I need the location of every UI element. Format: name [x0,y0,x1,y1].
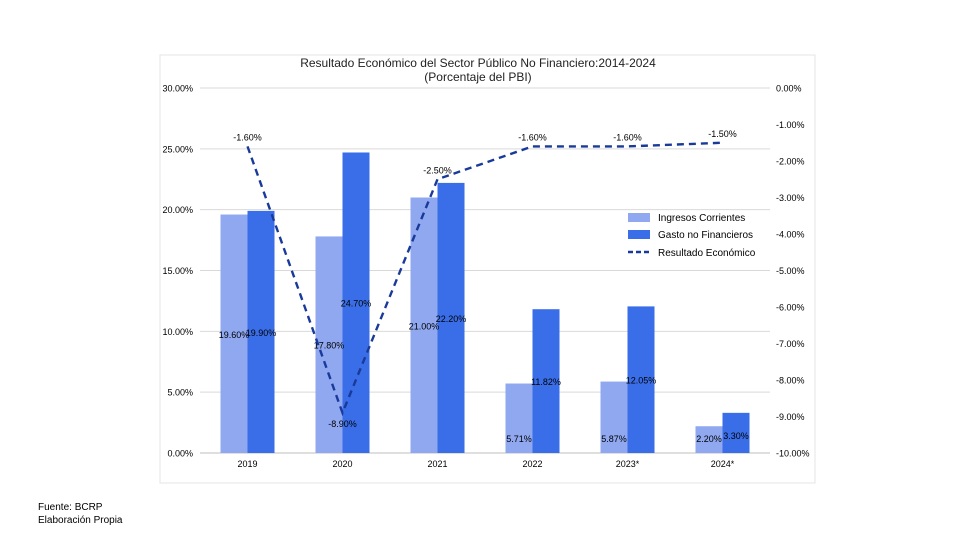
x-tick-label: 2020 [332,459,352,469]
data-label-ingresos: 5.71% [506,434,532,444]
legend-swatch-gasto [628,230,650,239]
y-right-tick-label: -1.00% [776,120,805,130]
y-left-tick-label: 15.00% [162,266,193,276]
y-right-tick-label: -10.00% [776,449,810,459]
legend-label-resultado: Resultado Económico [658,248,756,259]
source-note: Fuente: BCRP [38,502,103,513]
line-resultado-economico [246,141,723,417]
y-right-tick-label: -6.00% [776,303,805,313]
data-label-gasto: 11.82% [531,377,561,387]
x-tick-label: 2021 [427,459,447,469]
x-tick-label: 2022 [522,459,542,469]
data-label-ingresos: 5.87% [601,434,627,444]
data-label-resultado: -2.50% [423,165,452,175]
data-label-gasto: 12.05% [626,376,657,386]
data-label-resultado: -1.60% [518,132,547,142]
bar-gasto-no-financieros [627,306,655,453]
bar-ingresos-corrientes [315,236,343,453]
chart-subtitle: (Porcentaje del PBI) [424,70,531,84]
x-tick-label: 2019 [237,459,257,469]
data-label-ingresos: 17.80% [314,341,345,351]
bar-gasto-no-financieros [722,412,750,453]
y-right-tick-label: -3.00% [776,193,805,203]
data-label-gasto: 24.70% [341,299,372,309]
data-label-gasto: 19.90% [246,328,277,338]
x-tick-label: 2024* [711,459,735,469]
legend-swatch-ingresos [628,213,650,222]
data-label-ingresos: 19.60% [219,330,250,340]
bar-ingresos-corrientes [695,426,723,453]
author-note: Elaboración Propia [38,515,123,526]
data-label-resultado: -8.90% [328,419,357,429]
data-label-gasto: 3.30% [723,431,749,441]
y-right-tick-label: -4.00% [776,230,805,240]
y-right-tick-label: -5.00% [776,266,805,276]
bar-ingresos-corrientes [220,214,248,453]
y-left-tick-label: 20.00% [162,205,193,215]
data-label-resultado: -1.50% [708,129,737,139]
chart-title: Resultado Económico del Sector Público N… [300,56,656,70]
y-left-tick-label: 5.00% [167,388,193,398]
y-right-tick-label: 0.00% [776,84,802,94]
y-left-tick-label: 25.00% [162,144,193,154]
bar-ingresos-corrientes [600,381,628,453]
legend-label-ingresos: Ingresos Corrientes [658,213,745,224]
y-right-tick-label: -2.00% [776,157,805,167]
y-left-tick-label: 0.00% [167,449,193,459]
y-right-tick-label: -9.00% [776,412,805,422]
data-label-gasto: 22.20% [436,314,467,324]
x-tick-label: 2023* [616,459,640,469]
y-right-tick-label: -8.00% [776,376,805,386]
bar-ingresos-corrientes [505,383,533,453]
data-label-ingresos: 2.20% [696,434,722,444]
bar-gasto-no-financieros [532,309,560,453]
y-left-tick-label: 10.00% [162,327,193,337]
y-right-tick-label: -7.00% [776,339,805,349]
data-label-resultado: -1.60% [613,132,642,142]
legend-label-gasto: Gasto no Financieros [658,230,753,241]
bar-gasto-no-financieros [247,210,275,453]
bar-ingresos-corrientes [410,197,438,453]
data-label-resultado: -1.60% [233,132,262,142]
y-left-tick-label: 30.00% [162,84,193,94]
data-label-ingresos: 21.00% [409,321,440,331]
bar-gasto-no-financieros [437,182,465,453]
